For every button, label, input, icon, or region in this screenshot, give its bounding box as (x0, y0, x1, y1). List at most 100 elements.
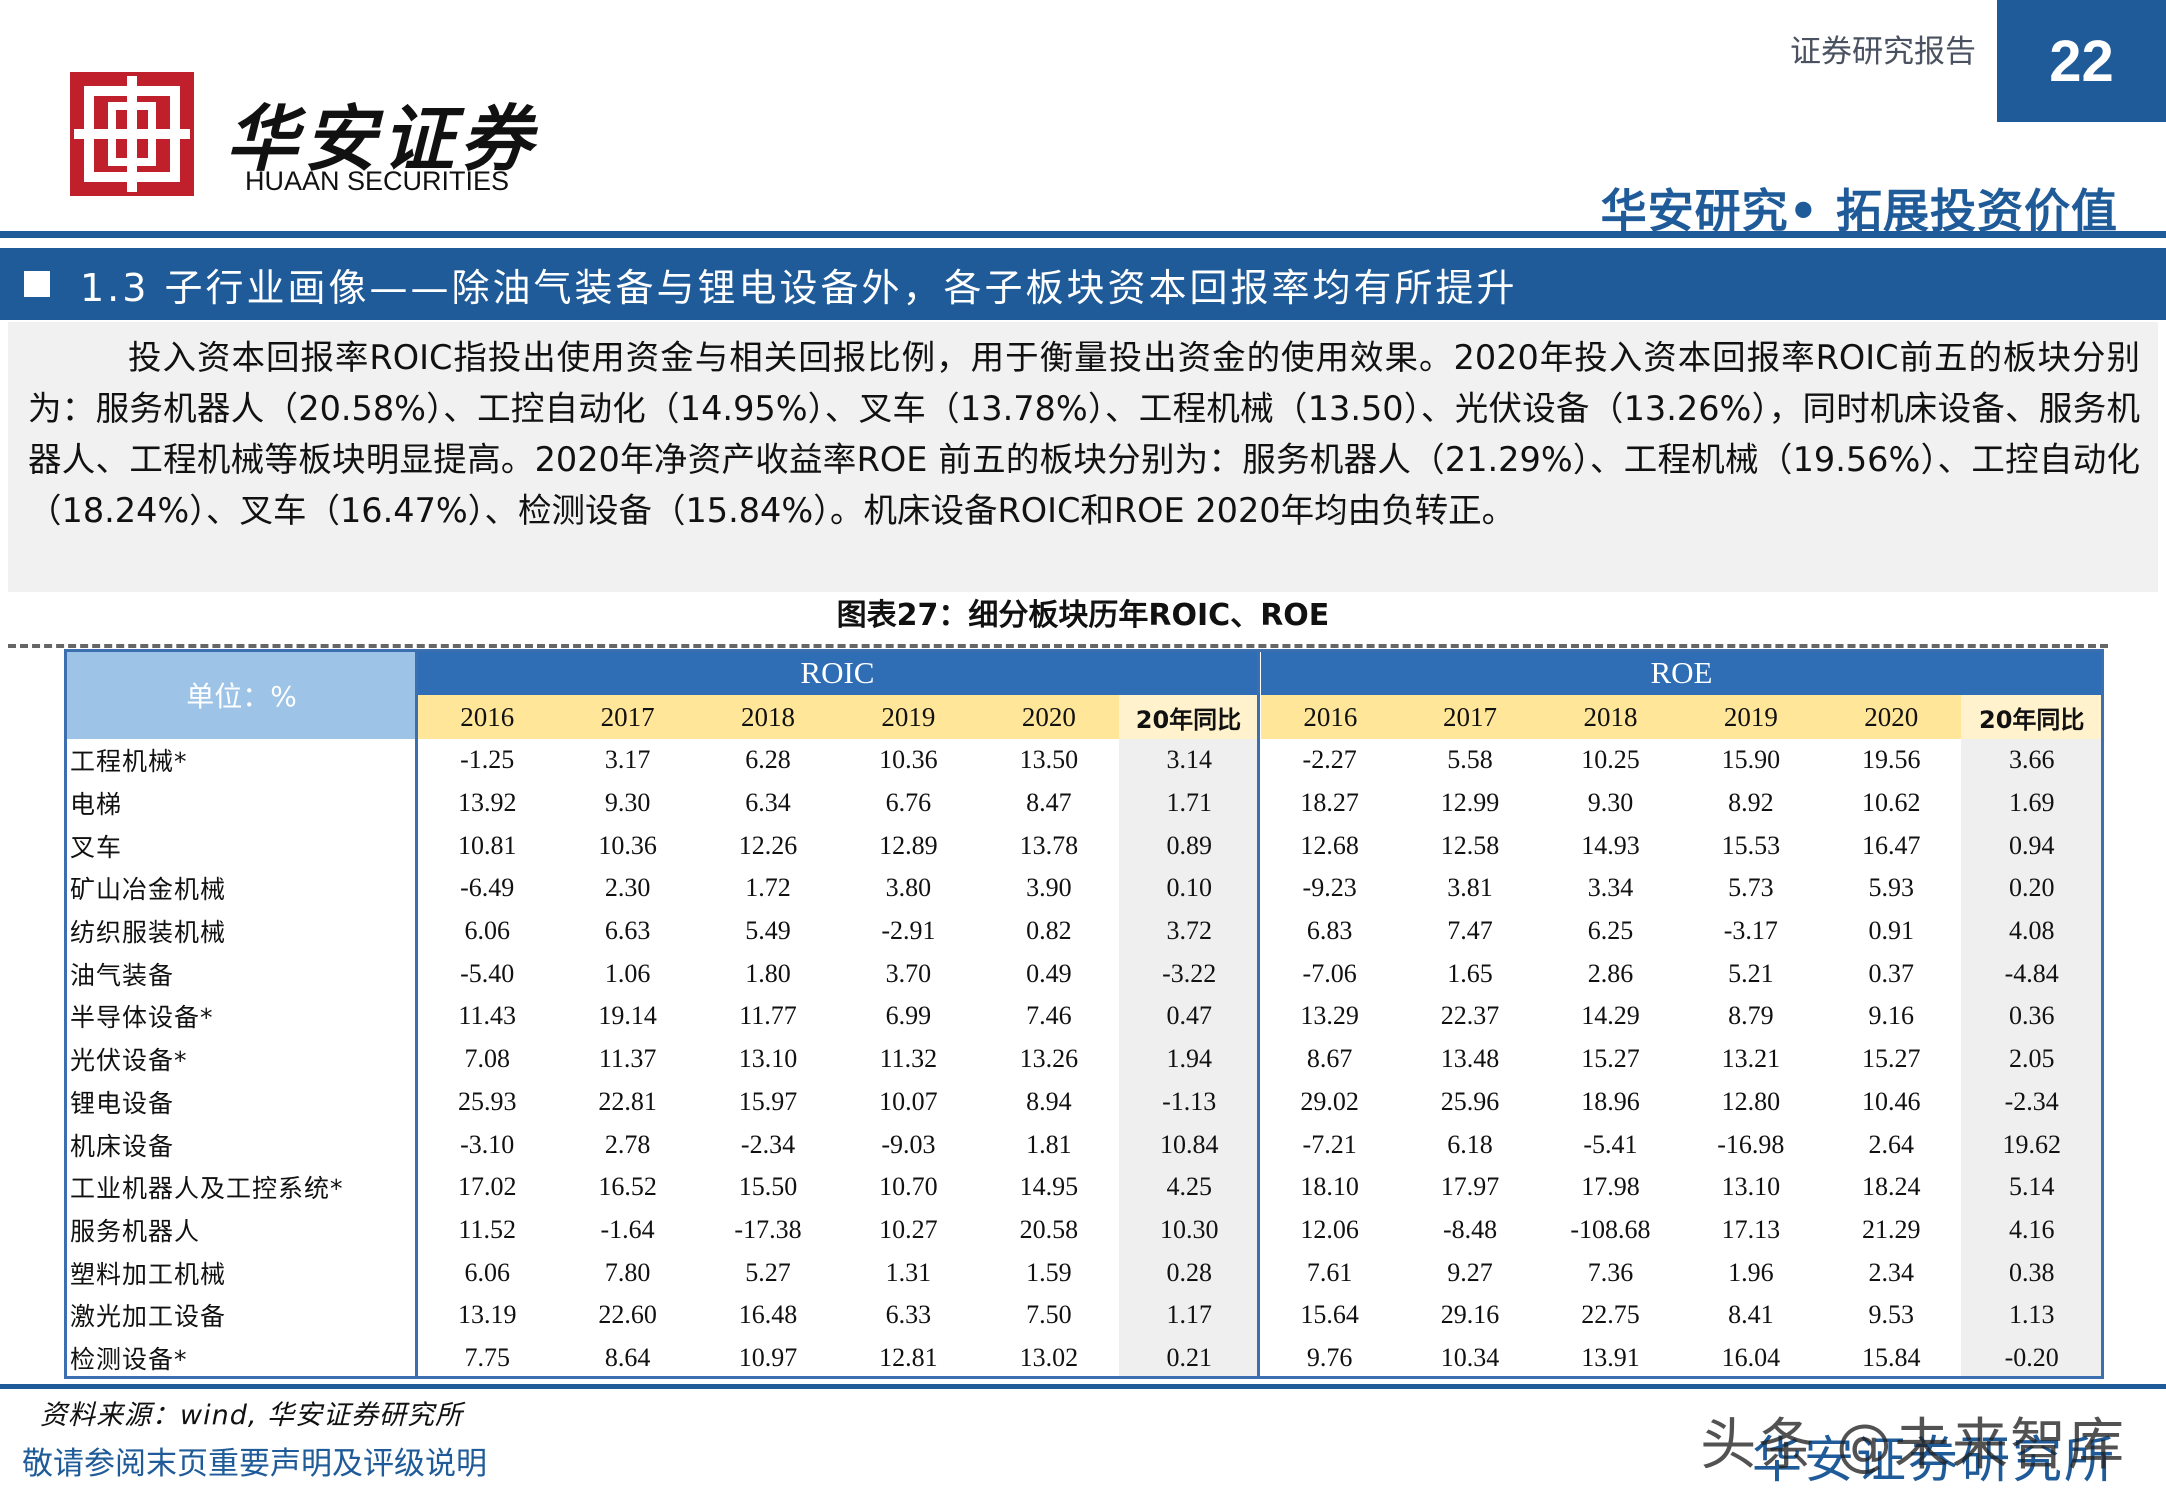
roe-value-cell: 29.02 (1300, 1086, 1359, 1116)
roic-value-cell: 3.70 (885, 958, 932, 988)
roe-value-cell: 13.48 (1440, 1044, 1500, 1074)
roic-value-cell: 7.08 (464, 1044, 510, 1074)
table-row: 机床设备 -3.10 2.78 -2.34 -9.03 1.81 10.84 -7.21 6.1… (66, 1123, 2102, 1166)
roic-value-cell: 3.90 (1026, 873, 1072, 903)
section-title-bar: 1.3 子行业画像——除油气装备与锂电设备外，各子板块资本回报率均有所提升 (0, 248, 2166, 320)
row-label: 激光加工设备 (70, 1302, 227, 1332)
roic-value-cell: -3.10 (460, 1129, 515, 1159)
roe-value-cell: 22.37 (1440, 1001, 1500, 1031)
roe-value-cell: 5.93 (1868, 873, 1915, 903)
roic-value-cell: 11.37 (598, 1044, 657, 1074)
roe-value-cell: 10.62 (1862, 788, 1921, 818)
row-label: 检测设备* (70, 1344, 188, 1374)
roe-value-cell: 0.38 (1961, 1251, 2102, 1294)
roe-value-cell: 7.47 (1447, 916, 1493, 946)
roic-value-cell: 13.02 (1019, 1342, 1079, 1372)
roe-value-cell: 3.81 (1447, 873, 1493, 903)
roic-value-cell: -2.34 (740, 1129, 796, 1159)
roic-value-cell: 16.52 (598, 1172, 657, 1202)
roe-value-cell: 0.37 (1868, 958, 1915, 988)
roic-value-cell: 1.81 (1026, 1129, 1072, 1159)
roe-value-cell: -3.17 (1723, 916, 1778, 946)
roic-value-cell: 1.59 (1026, 1257, 1072, 1287)
roe-value-cell: 3.66 (1961, 739, 2102, 782)
year-header-cell: 2020 (1821, 695, 1962, 739)
roic-value-cell: 13.26 (1019, 1044, 1079, 1074)
roe-value-cell: 1.65 (1447, 958, 1493, 988)
year-header-cell: 2017 (557, 695, 698, 739)
roic-value-cell: 10.07 (879, 1086, 938, 1116)
roic-value-cell: 0.47 (1119, 995, 1260, 1038)
roe-value-cell: 2.34 (1868, 1257, 1915, 1287)
roic-value-cell: 6.06 (464, 916, 510, 946)
roe-value-cell: 9.53 (1868, 1300, 1915, 1330)
watermark: 头条 @未来智库 (1700, 1413, 2126, 1478)
roe-value-cell: 6.25 (1587, 916, 1634, 946)
roe-value-cell: 7.36 (1587, 1257, 1634, 1287)
roe-value-cell: 15.84 (1862, 1342, 1921, 1372)
roe-value-cell: -7.06 (1302, 958, 1357, 988)
roe-value-cell: 1.69 (1961, 781, 2102, 825)
roic-value-cell: 12.81 (879, 1342, 938, 1372)
year-header-cell: 20年同比 (1119, 695, 1260, 739)
roe-value-cell: 9.76 (1306, 1342, 1353, 1372)
roic-value-cell: 5.27 (745, 1257, 791, 1287)
roe-value-cell: 15.27 (1581, 1044, 1640, 1074)
roe-value-cell: 10.25 (1581, 745, 1640, 775)
roic-value-cell: 3.80 (885, 873, 932, 903)
source-note: 资料来源：wind, 华安证券研究所 (40, 1400, 463, 1431)
roic-value-cell: 1.06 (604, 958, 651, 988)
roe-value-cell: 12.99 (1440, 788, 1500, 818)
roe-value-cell: -108.68 (1570, 1214, 1651, 1244)
roic-value-cell: 9.30 (604, 788, 651, 818)
roe-value-cell: -4.84 (1961, 952, 2102, 996)
roe-value-cell: 18.10 (1300, 1172, 1359, 1202)
roe-value-cell: 18.24 (1862, 1172, 1921, 1202)
roic-value-cell: 3.14 (1119, 739, 1260, 782)
roe-value-cell: 10.46 (1862, 1086, 1921, 1116)
roe-value-cell: 7.61 (1306, 1257, 1353, 1287)
roic-value-cell: 14.95 (1019, 1172, 1079, 1202)
roic-value-cell: 7.80 (604, 1257, 651, 1287)
roe-value-cell: 15.90 (1721, 745, 1781, 775)
roe-value-cell: 14.93 (1581, 830, 1640, 860)
roic-value-cell: 15.97 (738, 1086, 798, 1116)
roic-value-cell: 11.43 (458, 1001, 516, 1031)
table-body: 工程机械* -1.25 3.17 6.28 10.36 13.50 3.14 -2.27 5.5… (66, 739, 2102, 1380)
roic-value-cell: 10.97 (738, 1342, 798, 1372)
roe-value-cell: 5.73 (1728, 873, 1774, 903)
report-type-label: 证券研究报告 (1790, 34, 1976, 70)
table-row: 纺织服装机械 6.06 6.63 5.49 -2.91 0.82 3.72 6.83 7.47 6… (66, 909, 2102, 953)
figure-caption: 图表27：细分板块历年ROIC、ROE (836, 598, 1330, 633)
roe-value-cell: 8.67 (1306, 1044, 1353, 1074)
roic-value-cell: -5.40 (460, 958, 515, 988)
row-label: 油气装备 (70, 960, 175, 990)
disclaimer-link[interactable]: 敬请参阅末页重要声明及评级说明 (22, 1446, 487, 1482)
year-header-cell: 20年同比 (1961, 695, 2102, 739)
roe-value-cell: 0.91 (1868, 916, 1915, 946)
roic-value-cell: 1.17 (1119, 1293, 1260, 1337)
row-label: 叉车 (70, 832, 123, 862)
roic-value-cell: -1.25 (460, 745, 515, 775)
roe-value-cell: 19.62 (1961, 1123, 2102, 1166)
roic-value-cell: 7.50 (1026, 1300, 1072, 1330)
roic-value-cell: 4.25 (1119, 1165, 1260, 1209)
roic-value-cell: 10.30 (1119, 1208, 1260, 1252)
roic-value-cell: 10.81 (457, 830, 517, 860)
table-row: 工程机械* -1.25 3.17 6.28 10.36 13.50 3.14 -2.27 5.5… (66, 739, 2102, 782)
roic-value-cell: 12.89 (879, 830, 938, 860)
roe-value-cell: 2.64 (1868, 1129, 1915, 1159)
roe-value-cell: 5.58 (1447, 745, 1493, 775)
roe-value-cell: -9.23 (1302, 873, 1357, 903)
roe-value-cell: 18.27 (1300, 788, 1359, 818)
logo-english-name: HUAAN SECURITIES (245, 166, 510, 196)
row-label: 工程机械* (70, 747, 188, 777)
year-header-cell: 2018 (1540, 695, 1681, 739)
roic-value-cell: 1.72 (745, 873, 791, 903)
roic-value-cell: 11.52 (458, 1214, 516, 1244)
header-divider (0, 231, 2166, 238)
roic-value-cell: -9.03 (881, 1129, 936, 1159)
roe-value-cell: 18.96 (1581, 1086, 1640, 1116)
year-header-cell: 2017 (1399, 695, 1541, 739)
roic-value-cell: 6.34 (745, 788, 791, 818)
